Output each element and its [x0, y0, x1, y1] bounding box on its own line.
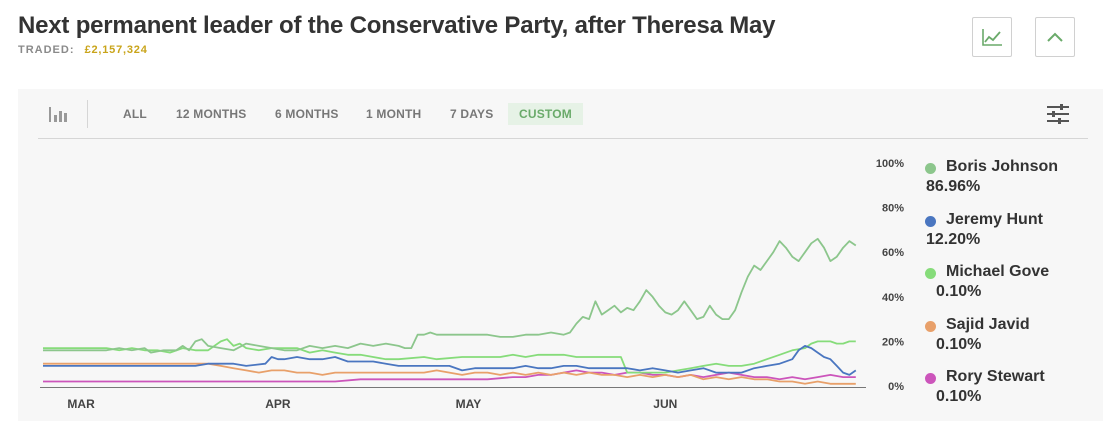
- legend-percent: 0.10%: [936, 335, 982, 353]
- x-tick-label: APR: [265, 397, 291, 411]
- y-tick-label: 60%: [882, 247, 904, 259]
- legend-name: Boris Johnson: [946, 158, 1059, 175]
- tab-12-months[interactable]: 12 MONTHS: [176, 107, 247, 121]
- series-line-boris-johnson: [43, 237, 857, 354]
- legend-color-dot: [925, 373, 936, 384]
- legend-item-boris-johnson[interactable]: Boris Johnson 86.96%: [922, 158, 1082, 202]
- sliders-icon[interactable]: [1046, 103, 1070, 125]
- legend-color-dot: [925, 268, 936, 279]
- series-line-rory-stewart: [43, 369, 856, 383]
- series-line-sajid-javid: [43, 362, 856, 385]
- toolbar-divider: [87, 100, 88, 128]
- line-chart-icon: [982, 29, 1002, 46]
- legend-percent: 86.96%: [926, 178, 981, 195]
- legend-item-jeremy-hunt[interactable]: Jeremy Hunt 12.20%: [922, 211, 1082, 255]
- legend-name: Rory Stewart: [946, 368, 1045, 385]
- legend-name: Michael Gove: [946, 263, 1050, 280]
- chart-toolbar: ALL 12 MONTHS 6 MONTHS 1 MONTH 7 DAYS CU…: [38, 89, 1088, 139]
- legend-item-michael-gove[interactable]: Michael Gove 0.10%: [922, 263, 1082, 307]
- series-line-jeremy-hunt: [43, 344, 857, 376]
- legend-item-sajid-javid[interactable]: Sajid Javid 0.10%: [922, 316, 1082, 360]
- y-tick-label: 20%: [882, 336, 904, 348]
- line-chart: MAR APR MAY JUN 100% 80% 60% 40% 20% 0%: [40, 158, 904, 411]
- legend-name: Sajid Javid: [946, 315, 1030, 333]
- y-tick-label: 100%: [876, 158, 904, 170]
- collapse-button[interactable]: [1035, 17, 1075, 57]
- x-tick-label: JUN: [653, 397, 677, 411]
- tab-7-days[interactable]: 7 DAYS: [450, 107, 494, 121]
- tab-all[interactable]: ALL: [123, 107, 147, 121]
- traded-value: £2,157,324: [84, 44, 148, 56]
- y-tick-label: 40%: [882, 292, 904, 304]
- legend-color-dot: [925, 320, 936, 332]
- y-tick-label: 0%: [888, 381, 904, 393]
- tab-1-month[interactable]: 1 MONTH: [366, 107, 422, 121]
- tab-6-months[interactable]: 6 MONTHS: [275, 107, 339, 121]
- legend-name: Jeremy Hunt: [946, 210, 1043, 228]
- legend-percent: 0.10%: [936, 388, 982, 405]
- legend-item-rory-stewart[interactable]: Rory Stewart 0.10%: [922, 368, 1082, 412]
- legend-color-dot: [925, 215, 936, 227]
- bar-chart-icon[interactable]: [48, 103, 68, 123]
- legend-percent: 0.10%: [936, 283, 982, 300]
- legend-color-dot: [925, 163, 936, 174]
- x-tick-label: MAY: [456, 397, 482, 411]
- chevron-up-icon: [1047, 32, 1063, 42]
- y-tick-label: 80%: [882, 203, 904, 215]
- tab-custom[interactable]: CUSTOM: [508, 103, 583, 125]
- series-line-michael-gove: [43, 338, 856, 374]
- page-title: Next permanent leader of the Conservativ…: [18, 12, 776, 39]
- traded-label: TRADED:: [18, 44, 75, 56]
- legend-percent: 12.20%: [926, 230, 981, 248]
- x-tick-label: MAR: [67, 397, 95, 411]
- line-chart-button[interactable]: [972, 17, 1012, 57]
- traded-volume: TRADED: £2,157,324: [18, 44, 148, 56]
